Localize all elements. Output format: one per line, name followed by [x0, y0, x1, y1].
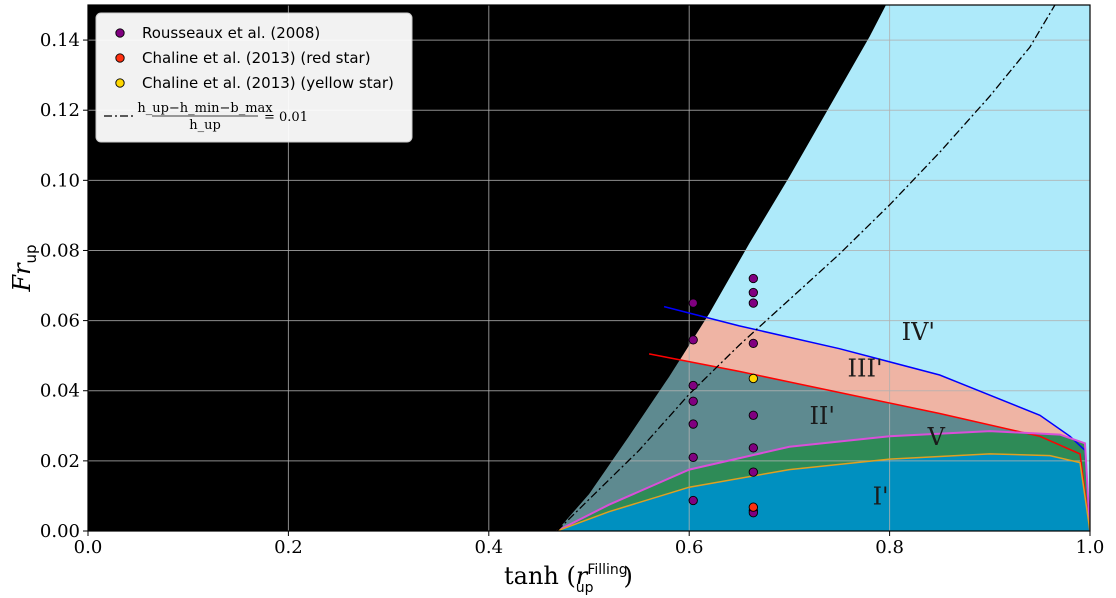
x-tick-label: 0.0 [74, 537, 103, 558]
line-I [556, 453, 1090, 531]
region-label: V [927, 423, 946, 451]
x-axis-label: tanh (rFilling up) [504, 562, 633, 596]
region-label: IV' [902, 318, 935, 346]
legend-label: Rousseaux et al. (2008) [142, 24, 320, 42]
x-tick-label: 1.0 [1076, 537, 1105, 558]
region-labels: IV' III' II' V I' [809, 318, 945, 511]
legend-fraction-numerator: h_up−h_min−b_max [137, 101, 273, 116]
x-ticks: 0.0 0.2 0.4 0.6 0.8 1.0 [74, 531, 1105, 558]
y-tick-label: 0.10 [40, 170, 80, 191]
boundary-lines [556, 5, 1090, 531]
x-tick-label: 0.4 [474, 537, 503, 558]
y-tick-label: 0.04 [40, 381, 80, 402]
region-label: II' [809, 402, 835, 430]
region-label: I' [873, 483, 889, 511]
plot-frame [87, 4, 1091, 532]
data-point-series-0 [748, 273, 758, 284]
legend-fraction-rhs: = 0.01 [264, 110, 308, 125]
data-points [688, 273, 758, 518]
y-tick-label: 0.14 [40, 30, 80, 51]
data-point-series-0 [748, 467, 758, 477]
data-point-series-0 [748, 338, 758, 349]
x-tick-label: 0.2 [274, 537, 303, 558]
line-II [556, 430, 1090, 531]
line-III [648, 353, 1090, 531]
y-tick-label: 0.00 [40, 521, 80, 542]
legend-marker [115, 28, 125, 38]
data-point-series-0 [688, 396, 698, 406]
grid [88, 5, 1090, 531]
data-point-series-0 [688, 419, 698, 429]
data-point-series-0 [688, 495, 698, 506]
y-ticks: 0.00 0.02 0.04 0.06 0.08 0.10 0.12 0.14 [40, 30, 88, 542]
x-tick-label: 0.8 [875, 537, 904, 558]
legend-label: Chaline et al. (2013) (yellow star) [142, 74, 394, 92]
region-I [556, 453, 1090, 531]
data-point-series-0 [748, 443, 758, 453]
legend-box [95, 12, 413, 143]
y-tick-label: 0.02 [40, 451, 80, 472]
y-tick-label: 0.08 [40, 240, 80, 261]
region-label: III' [848, 355, 883, 383]
y-tick-label: 0.12 [40, 100, 80, 121]
legend-label: Chaline et al. (2013) (red star) [142, 49, 371, 67]
data-point-series-0 [748, 287, 758, 298]
data-point-series-0 [688, 298, 698, 308]
data-point-series-0 [688, 380, 698, 391]
legend-marker [115, 78, 125, 88]
legend: Rousseaux et al. (2008) Chaline et al. (2… [95, 12, 413, 143]
data-point-series-0 [688, 335, 698, 345]
y-axis-label: Frup [8, 244, 40, 292]
x-tick-label: 0.6 [675, 537, 704, 558]
region-III [649, 306, 1090, 531]
plot-area: IV' III' II' V I' [88, 5, 1090, 531]
legend-fraction-denominator: h_up [189, 118, 221, 133]
data-point-series-2 [748, 373, 758, 384]
data-point-series-0 [688, 452, 698, 463]
data-point-series-1 [748, 502, 758, 512]
line-dashdot [556, 5, 1056, 531]
data-point-series-0 [748, 410, 758, 420]
data-point-series-0 [748, 298, 758, 308]
y-tick-label: 0.06 [40, 311, 80, 332]
legend-marker [115, 53, 125, 63]
